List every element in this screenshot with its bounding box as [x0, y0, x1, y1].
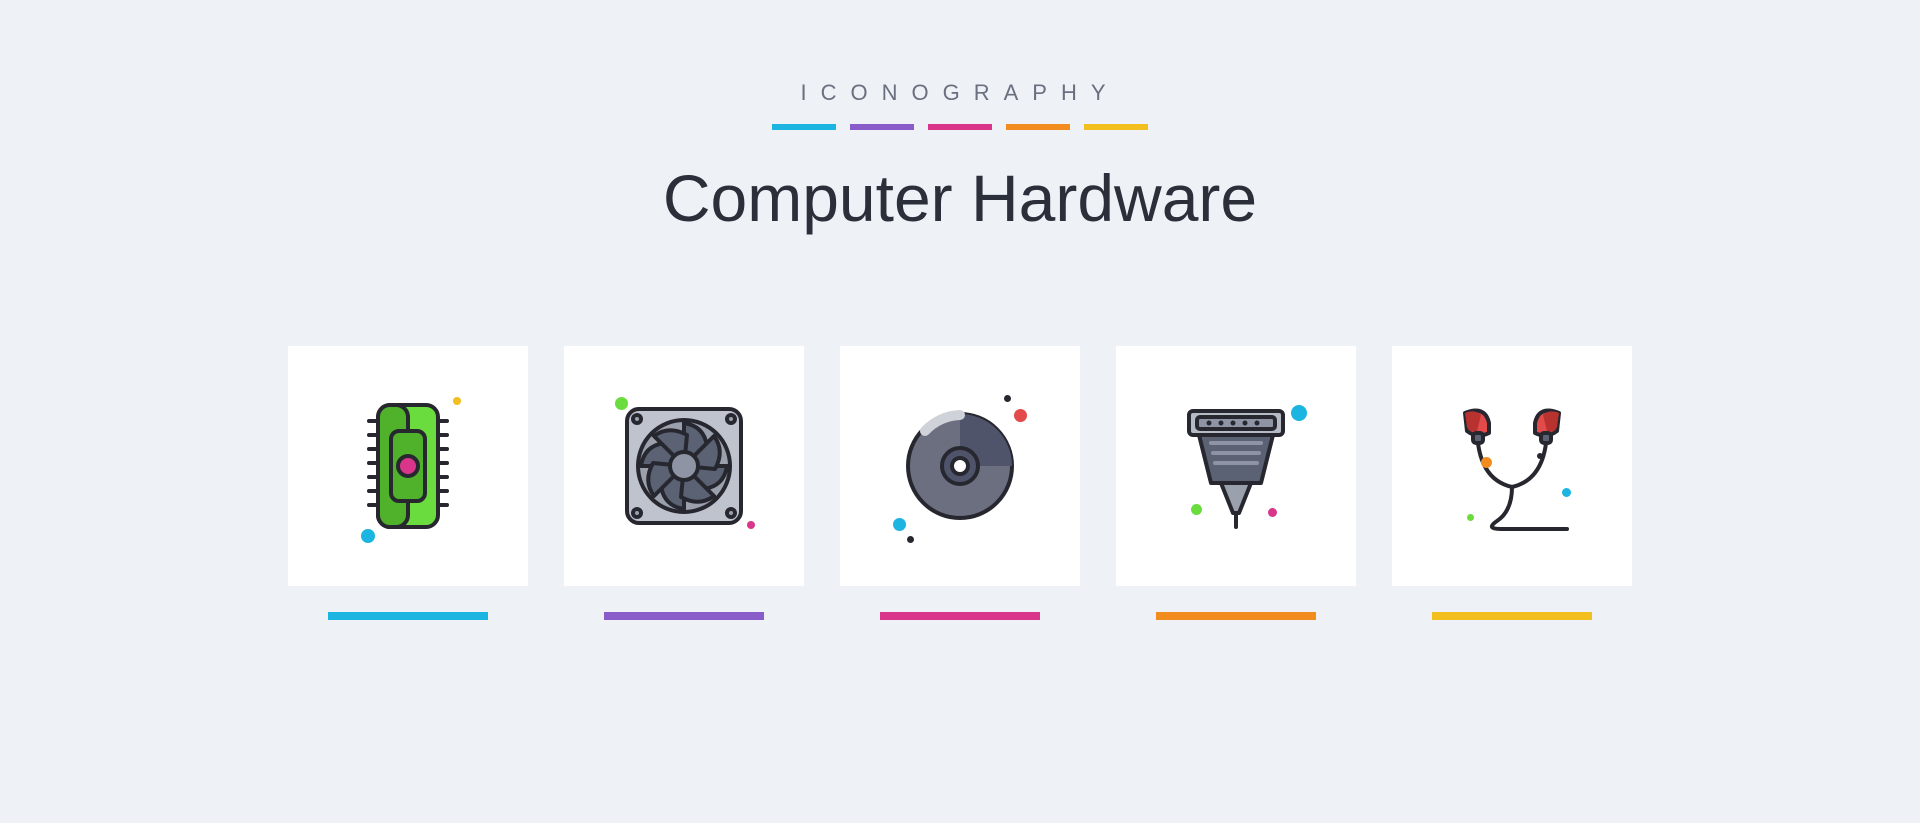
icon-underline [328, 612, 488, 620]
deco-dot [1191, 504, 1202, 515]
icon-underline [1156, 612, 1316, 620]
icon-cell [288, 346, 528, 620]
deco-dot [615, 397, 628, 410]
deco-dot [1014, 409, 1027, 422]
icon-cell [840, 346, 1080, 620]
deco-dot [453, 397, 461, 405]
deco-dot [361, 529, 375, 543]
deco-dot [893, 518, 906, 531]
deco-dot [907, 536, 914, 543]
icon-cell [564, 346, 804, 620]
cpu-chip-icon [333, 391, 483, 541]
icon-cell [1392, 346, 1632, 620]
icon-card [1392, 346, 1632, 586]
deco-dot [747, 521, 755, 529]
icon-card [840, 346, 1080, 586]
icon-underline [604, 612, 764, 620]
icon-card [1116, 346, 1356, 586]
accent-bar-row [772, 124, 1148, 130]
deco-dot [1467, 514, 1474, 521]
deco-dot [1537, 453, 1543, 459]
deco-dot [1004, 395, 1011, 402]
cooling-fan-icon [609, 391, 759, 541]
accent-bar [1084, 124, 1148, 130]
earphones-icon [1437, 391, 1587, 541]
icon-underline [1432, 612, 1592, 620]
deco-dot [1562, 488, 1571, 497]
page-title: Computer Hardware [663, 160, 1257, 236]
accent-bar [772, 124, 836, 130]
vga-connector-icon [1161, 391, 1311, 541]
header-subtitle: ICONOGRAPHY [800, 80, 1119, 106]
icon-card [564, 346, 804, 586]
icon-cell [1116, 346, 1356, 620]
disc-icon [885, 391, 1035, 541]
accent-bar [928, 124, 992, 130]
icon-underline [880, 612, 1040, 620]
deco-dot [1481, 457, 1492, 468]
icon-card [288, 346, 528, 586]
accent-bar [850, 124, 914, 130]
deco-dot [1291, 405, 1307, 421]
icon-row [288, 346, 1632, 620]
accent-bar [1006, 124, 1070, 130]
deco-dot [1268, 508, 1277, 517]
